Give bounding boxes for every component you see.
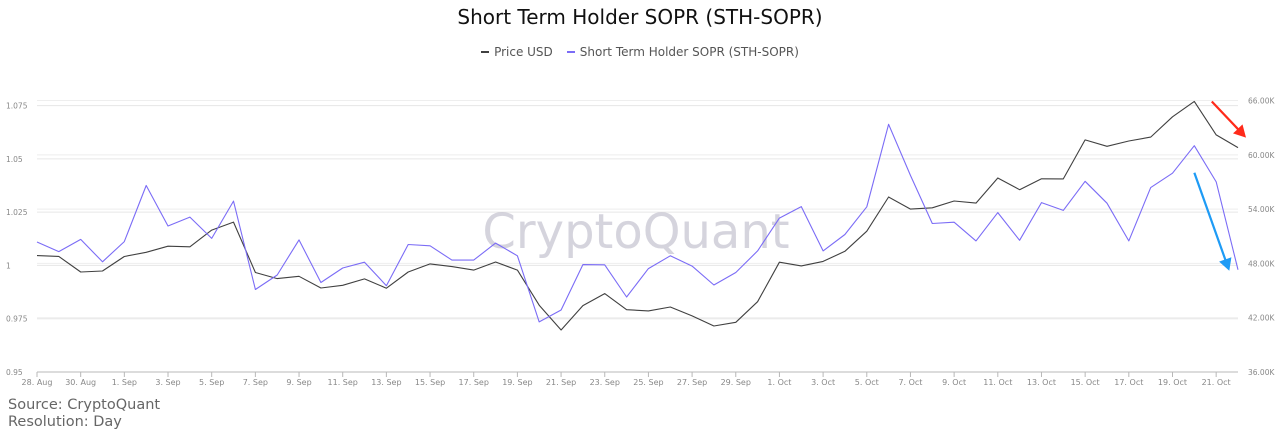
x-tick-label: 13. Sep [371, 378, 401, 387]
y-right-tick-label: 36.00K [1248, 368, 1275, 377]
y-axis-left: 0.95 0.975 1 1.025 1.05 1.075 [6, 102, 28, 377]
x-tick-label: 5. Sep [199, 378, 224, 387]
x-tick-label: 28. Aug [22, 378, 53, 387]
x-tick-label: 30. Aug [65, 378, 96, 387]
x-tick-label: 19. Sep [502, 378, 532, 387]
x-tick-label: 25. Sep [633, 378, 663, 387]
red-arrow-annotation [1211, 100, 1246, 138]
x-tick-label: 17. Sep [459, 378, 489, 387]
x-tick-label: 5. Oct [855, 378, 879, 387]
y-left-tick-label: 0.95 [6, 368, 23, 377]
x-tick-label: 15. Sep [415, 378, 445, 387]
y-left-tick-label: 1.025 [6, 208, 28, 217]
x-tick-label: 15. Oct [1071, 378, 1100, 387]
chart-title: Short Term Holder SOPR (STH-SOPR) [457, 5, 823, 29]
x-tick-label: 9. Sep [286, 378, 311, 387]
x-tick-label: 3. Sep [155, 378, 180, 387]
y-left-tick-label: 1.075 [6, 102, 28, 111]
legend-swatch-sth-sopr [566, 51, 575, 53]
annotations [1193, 100, 1246, 271]
legend-item-sth-sopr[interactable]: Short Term Holder SOPR (STH-SOPR) [566, 45, 799, 59]
y-axis-right: 36.00K 42.00K 48.00K 54.00K 60.00K 66.00K [1248, 97, 1275, 377]
blue-arrow-annotation-shape [1193, 172, 1232, 271]
series-line-sth-sopr [36, 123, 1239, 323]
x-tick-label: 17. Oct [1114, 378, 1143, 387]
blue-arrow-annotation [1193, 172, 1232, 271]
red-arrow-annotation-shape [1211, 100, 1246, 138]
x-tick-label: 21. Sep [546, 378, 576, 387]
legend-item-price[interactable]: Price USD [481, 45, 553, 59]
x-tick-label: 27. Sep [677, 378, 707, 387]
x-tick-label: 1. Sep [112, 378, 137, 387]
x-tick-label: 11. Sep [328, 378, 358, 387]
watermark: CryptoQuant [482, 204, 789, 260]
source-text: Source: CryptoQuant [8, 397, 161, 413]
x-tick-label: 1. Oct [767, 378, 791, 387]
x-tick-label: 21. Oct [1202, 378, 1231, 387]
legend-label-sth-sopr: Short Term Holder SOPR (STH-SOPR) [579, 45, 799, 59]
x-tick-label: 7. Sep [243, 378, 268, 387]
series-lines [36, 100, 1239, 331]
y-right-tick-label: 60.00K [1248, 151, 1275, 160]
x-tick-label: 7. Oct [898, 378, 922, 387]
chart-legend: Price USD Short Term Holder SOPR (STH-SO… [0, 45, 1280, 59]
y-right-tick-label: 66.00K [1248, 97, 1275, 106]
x-axis: 28. Aug 30. Aug 1. Sep 3. Sep 5. Sep 7. Sep 9.… [22, 371, 1238, 387]
x-tick-label: 29. Sep [721, 378, 751, 387]
x-tick-label: 9. Oct [942, 378, 966, 387]
series-line-price [36, 100, 1239, 331]
x-tick-label: 11. Oct [983, 378, 1012, 387]
y-left-tick-label: 1 [6, 261, 11, 270]
x-tick-label: 13. Oct [1027, 378, 1056, 387]
y-left-tick-label: 1.05 [6, 155, 23, 164]
y-right-tick-label: 54.00K [1248, 205, 1275, 214]
y-left-tick-label: 0.975 [6, 315, 28, 324]
resolution-text: Resolution: Day [8, 414, 122, 430]
x-tick-label: 19. Oct [1158, 378, 1187, 387]
x-tick-label: 3. Oct [811, 378, 835, 387]
legend-swatch-price [481, 51, 490, 53]
y-right-tick-label: 42.00K [1248, 314, 1275, 323]
y-right-tick-label: 48.00K [1248, 259, 1275, 268]
x-tick-label: 23. Sep [590, 378, 620, 387]
legend-label-price: Price USD [494, 45, 553, 59]
